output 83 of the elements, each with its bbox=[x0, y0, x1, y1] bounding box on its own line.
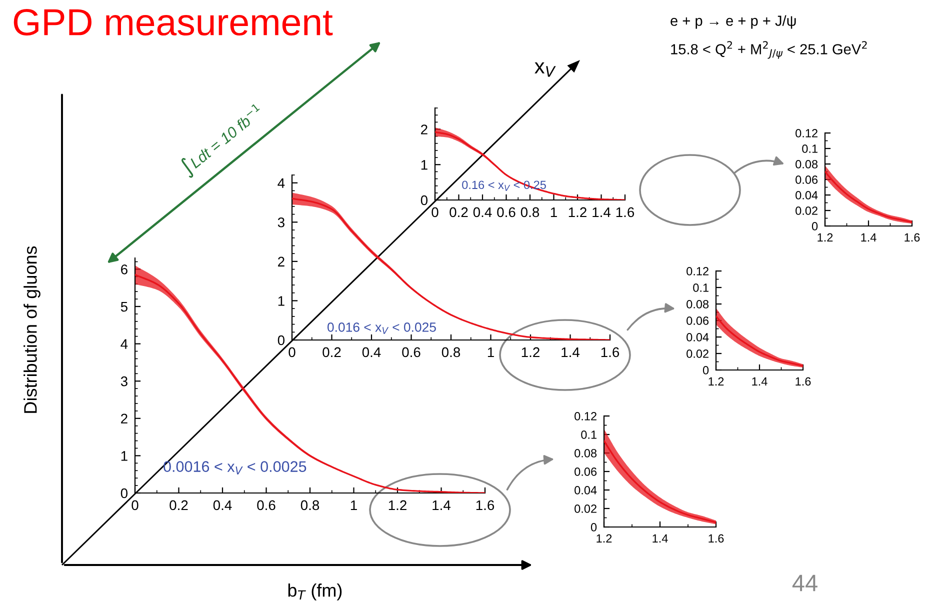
y-tick-label: 4 bbox=[120, 339, 128, 349]
x-tick-label: 1.2 bbox=[596, 534, 612, 542]
x-tick-label: 0 bbox=[288, 347, 296, 358]
y-tick-label: 1 bbox=[421, 160, 428, 170]
x-tick-label: 0.6 bbox=[257, 500, 276, 510]
x-tick-label: 1.2 bbox=[388, 500, 406, 510]
y-tick-label: 0.02 bbox=[796, 206, 818, 215]
x-tick-label: 0.2 bbox=[170, 500, 188, 510]
x-tick-label: 0 bbox=[132, 500, 138, 510]
x-tick-label: 1.4 bbox=[432, 500, 450, 510]
y-tick-label: 0.04 bbox=[686, 333, 709, 342]
y-tick-label: 0.02 bbox=[686, 350, 708, 358]
y-tick-label: 0.1 bbox=[581, 430, 596, 439]
y-tick-label: 0.08 bbox=[796, 160, 818, 168]
x-tick-label: 0.8 bbox=[520, 207, 540, 218]
x-tick-label: 1.4 bbox=[752, 377, 768, 386]
text: GPD measurement bbox=[14, 8, 333, 36]
y-tick-label: 1 bbox=[278, 296, 284, 306]
y-tick-label: 2 bbox=[278, 256, 284, 266]
x-tick-label: 1 bbox=[350, 500, 357, 510]
text: ∫Ldt = 10 fb$^{−1}$ bbox=[177, 101, 266, 179]
y-tick-label: 0.1 bbox=[802, 144, 818, 153]
y-tick-label: 0 bbox=[278, 335, 285, 346]
y-tick-label: 3 bbox=[120, 376, 128, 386]
y-tick-label: 2 bbox=[421, 124, 428, 134]
x-tick-label: 1.2 bbox=[708, 377, 724, 386]
y-tick-label: 0.12 bbox=[796, 129, 818, 138]
y-tick-label: 4 bbox=[278, 178, 285, 188]
x-tick-label: 0.2 bbox=[450, 207, 468, 218]
x-tick-label: 0.8 bbox=[442, 347, 460, 358]
y-tick-label: 0 bbox=[590, 523, 597, 532]
y-tick-label: 0.02 bbox=[574, 504, 596, 513]
x-tick-label: 1.2 bbox=[522, 347, 540, 358]
y-tick-label: 0 bbox=[812, 222, 818, 230]
y-tick-label: 0.08 bbox=[574, 449, 597, 458]
x-tick-label: 0.2 bbox=[322, 347, 341, 358]
annotation: 0.016 < x$_{V}$ < 0.025 bbox=[327, 322, 436, 334]
x-tick-label: 1.4 bbox=[592, 207, 610, 218]
y-tick-label: 0.08 bbox=[686, 300, 709, 308]
y-tick-label: 3 bbox=[278, 217, 284, 228]
x-tick-label: 0 bbox=[432, 207, 438, 218]
y-tick-label: 5 bbox=[120, 302, 128, 312]
x-tick-label: 1.4 bbox=[562, 347, 580, 358]
y-tick-label: 2 bbox=[121, 414, 128, 424]
x-tick-label: 0.4 bbox=[473, 207, 492, 218]
y-tick-label: 1 bbox=[121, 451, 128, 461]
y-tick-label: 0.12 bbox=[686, 267, 708, 276]
text: e + p → e + p + J/ψ bbox=[670, 15, 796, 29]
x-tick-label: 1.2 bbox=[818, 233, 833, 242]
x-tick-label: 1 bbox=[488, 347, 494, 358]
annotation: 0.16 < x$_{V}$ < 0.25 bbox=[462, 180, 546, 191]
x-tick-label: 1 bbox=[550, 207, 557, 218]
x-tick-label: 0.4 bbox=[362, 347, 381, 358]
y-tick-label: 0.04 bbox=[574, 486, 597, 494]
x-tick-label: 0.4 bbox=[213, 500, 232, 510]
x-tick-label: 1.6 bbox=[616, 207, 634, 218]
x-tick-label: 0.6 bbox=[402, 347, 420, 358]
x-tick-label: 1.6 bbox=[476, 500, 494, 510]
x-tick-label: 1.4 bbox=[652, 534, 668, 542]
x-tick-label: 1.2 bbox=[568, 207, 586, 218]
y-tick-label: 0 bbox=[120, 488, 128, 498]
y-tick-label: 0.06 bbox=[574, 468, 597, 476]
x-tick-label: 0.8 bbox=[300, 500, 320, 510]
annotation: 0.0016 < x$_{V}$ < 0.0025 bbox=[164, 461, 306, 474]
x-tick-label: 1.6 bbox=[904, 233, 920, 242]
y-tick-label: 0 bbox=[420, 195, 428, 206]
y-tick-label: 6 bbox=[121, 264, 128, 274]
x-tick-label: 1.6 bbox=[796, 377, 811, 386]
text: Distribution of gluons bbox=[24, 246, 40, 413]
x-tick-label: 1.6 bbox=[708, 534, 724, 543]
x-tick-label: 1.4 bbox=[861, 233, 876, 242]
text: x$_{V}$ bbox=[534, 62, 556, 77]
y-tick-label: 0 bbox=[702, 366, 709, 374]
text: 44 bbox=[792, 574, 818, 592]
y-tick-label: 0.06 bbox=[686, 316, 709, 325]
y-tick-label: 0.12 bbox=[574, 412, 596, 420]
text: 15.8 < Q$^{2}$ + M$^{2}$$_{J/ψ}$ < 25.1 GeV$^{2}$ bbox=[671, 41, 867, 59]
y-tick-label: 0.04 bbox=[796, 191, 818, 200]
y-tick-label: 0.06 bbox=[796, 176, 818, 184]
x-tick-label: 0.6 bbox=[497, 207, 516, 218]
text: b$_{T}$ (fm) bbox=[288, 584, 342, 600]
x-tick-label: 1.6 bbox=[601, 347, 620, 358]
y-tick-label: 0.1 bbox=[693, 284, 708, 292]
